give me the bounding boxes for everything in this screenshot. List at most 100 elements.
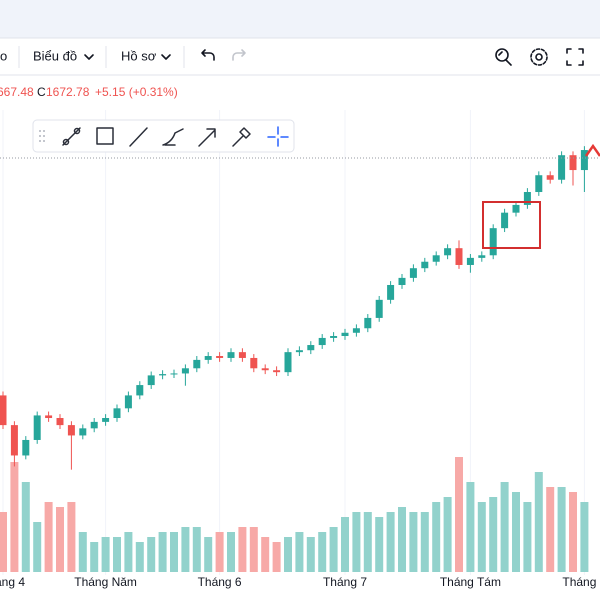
volume-bar: [500, 482, 509, 572]
volume-layer: [0, 457, 589, 572]
search-button[interactable]: [495, 48, 512, 66]
volume-bar: [523, 502, 532, 572]
volume-bar: [113, 537, 121, 572]
candle-body: [501, 212, 509, 229]
candle-body: [341, 332, 349, 337]
volume-bar: [90, 542, 99, 572]
volume-bar: [227, 532, 235, 572]
chart-menu[interactable]: Biểu đồ: [33, 48, 77, 63]
main-toolbar: [0, 39, 600, 75]
volume-bar: [124, 532, 133, 572]
volume-bar: [295, 532, 304, 572]
settings-button[interactable]: [530, 48, 548, 66]
volume-bar: [443, 497, 452, 572]
volume-bar: [398, 507, 406, 572]
candle-body: [113, 408, 121, 419]
volume-bar: [181, 527, 190, 572]
undo-button[interactable]: [201, 49, 215, 61]
tool-eyedropper[interactable]: [232, 127, 251, 147]
volume-bar: [318, 532, 327, 572]
candle-body: [478, 255, 486, 258]
candle-body: [387, 284, 395, 300]
volume-bar: [272, 542, 281, 572]
candle-body: [193, 359, 201, 369]
tab-strip: [0, 0, 600, 38]
candle-body: [466, 257, 474, 265]
candle-body: [398, 277, 406, 285]
candle-body: [0, 395, 7, 426]
time-axis: Tháng 4 Tháng Năm Tháng 6 Tháng 7 Tháng Tám T…: [0, 575, 600, 589]
volume-bar: [534, 472, 543, 572]
x-tick-label: Tháng Năm: [74, 575, 137, 589]
candle-body: [432, 255, 440, 262]
volume-bar: [375, 517, 384, 572]
candle-body: [580, 150, 588, 171]
volume-bar: [466, 482, 475, 572]
tool-rectangle[interactable]: [96, 127, 114, 145]
drawing-toolbar: [32, 119, 295, 153]
close-prefix: C: [37, 85, 46, 99]
candle-body: [136, 385, 144, 396]
candle-body: [295, 350, 303, 353]
candle-body: [79, 428, 87, 436]
tab-label[interactable]: o: [0, 48, 7, 63]
volume-bar: [420, 512, 429, 572]
candle-body: [318, 337, 326, 346]
tool-crosshair[interactable]: [267, 126, 289, 147]
tool-trend[interactable]: [62, 127, 81, 146]
candle-body: [33, 415, 41, 440]
fullscreen-button[interactable]: [566, 48, 584, 66]
candle-body: [364, 317, 372, 329]
candle-body: [238, 352, 246, 358]
chevron: [84, 54, 94, 60]
candle-body: [261, 368, 269, 371]
candle-body: [170, 373, 178, 375]
volume-bar: [56, 507, 64, 572]
volume-bar: [21, 482, 30, 572]
tool-brush[interactable]: [162, 128, 184, 146]
redo-button[interactable]: [232, 49, 246, 61]
candle-body: [546, 175, 554, 180]
candle-body: [22, 439, 30, 456]
profile-menu[interactable]: Hồ sơ: [121, 48, 157, 63]
drag-handle[interactable]: [39, 130, 45, 142]
volume-bar: [409, 512, 418, 572]
highlight-box: [482, 201, 541, 249]
tool-line[interactable]: [129, 127, 148, 147]
candle-body: [273, 370, 281, 373]
candle-body: [124, 395, 132, 409]
volume-bar: [489, 497, 498, 572]
candle-body: [558, 155, 566, 180]
volume-bar: [261, 537, 270, 572]
candle-body: [250, 357, 258, 369]
volume-bar: [580, 502, 589, 572]
change: +5.15 (+0.31%): [95, 85, 178, 99]
volume-bar: [170, 532, 178, 572]
volume-bar: [215, 532, 224, 572]
x-tick-label: Tháng 7: [323, 575, 367, 589]
x-tick-label: Tháng 6: [198, 575, 242, 589]
candle-body: [307, 345, 315, 351]
candle-body: [181, 368, 189, 374]
volume-bar: [249, 527, 258, 572]
candle-body: [227, 352, 235, 358]
candle-body: [10, 425, 18, 456]
volume-bar: [557, 487, 566, 572]
volume-bar: [101, 537, 110, 572]
open-value: 667.48: [0, 85, 34, 99]
volume-bar: [238, 527, 247, 572]
volume-bar: [455, 457, 463, 572]
candle-body: [204, 356, 212, 360]
candle-body: [67, 425, 75, 436]
volume-bar: [352, 512, 361, 572]
candle-body: [455, 248, 463, 265]
candle-layer: [0, 146, 588, 470]
volume-bar: [44, 502, 53, 572]
candle-body: [56, 418, 64, 426]
x-tick-label: Tháng 4: [0, 575, 25, 589]
candle-body: [489, 228, 497, 256]
volume-bar: [78, 532, 87, 572]
tool-arrow[interactable]: [198, 128, 216, 147]
